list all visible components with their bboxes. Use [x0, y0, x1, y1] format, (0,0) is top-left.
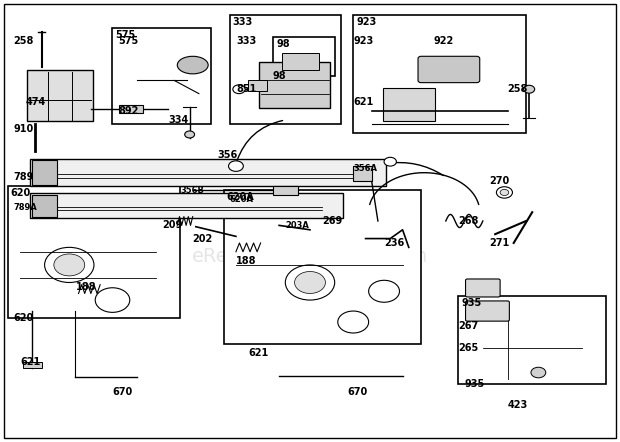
Circle shape — [45, 248, 94, 282]
Text: 188: 188 — [236, 255, 257, 266]
Text: 268: 268 — [458, 216, 479, 226]
Text: 356B: 356B — [180, 186, 204, 195]
Text: 356: 356 — [218, 150, 237, 160]
Text: 423: 423 — [508, 400, 528, 411]
Text: 670: 670 — [112, 387, 133, 397]
Bar — [23, 362, 42, 368]
Text: 575: 575 — [118, 36, 139, 46]
FancyBboxPatch shape — [466, 301, 510, 321]
Text: 910: 910 — [14, 124, 34, 134]
Text: 269: 269 — [322, 216, 343, 226]
Text: 265: 265 — [458, 343, 479, 353]
Bar — [32, 160, 57, 185]
Text: 236: 236 — [384, 238, 404, 248]
Text: 270: 270 — [489, 176, 509, 187]
Text: 923: 923 — [356, 17, 376, 27]
Text: 188: 188 — [76, 282, 96, 292]
Bar — [282, 53, 319, 70]
Text: 98: 98 — [273, 71, 286, 81]
FancyBboxPatch shape — [418, 56, 480, 83]
Circle shape — [294, 271, 326, 293]
Circle shape — [95, 288, 130, 312]
Text: 271: 271 — [489, 238, 509, 248]
Text: 892: 892 — [118, 106, 139, 116]
Circle shape — [185, 131, 195, 138]
Circle shape — [233, 85, 245, 94]
FancyBboxPatch shape — [464, 302, 600, 381]
Text: 621: 621 — [20, 357, 40, 366]
Circle shape — [369, 280, 399, 302]
FancyBboxPatch shape — [12, 189, 170, 315]
Text: 333: 333 — [236, 36, 256, 46]
Bar — [118, 105, 143, 114]
Bar — [112, 28, 211, 124]
Text: 789: 789 — [14, 172, 34, 182]
Text: 789A: 789A — [14, 203, 37, 212]
Circle shape — [523, 85, 534, 93]
FancyBboxPatch shape — [30, 159, 386, 186]
Text: 923: 923 — [353, 36, 373, 46]
Text: 209: 209 — [162, 221, 182, 230]
FancyBboxPatch shape — [30, 193, 343, 218]
Text: 621: 621 — [353, 97, 373, 107]
Circle shape — [285, 265, 335, 300]
Bar — [273, 186, 298, 194]
Bar — [7, 186, 180, 318]
Text: 267: 267 — [458, 321, 479, 332]
Text: 620A: 620A — [227, 192, 254, 202]
FancyBboxPatch shape — [228, 204, 417, 343]
Text: 935: 935 — [464, 378, 485, 389]
Text: 670: 670 — [347, 387, 367, 397]
Text: 621: 621 — [248, 348, 268, 358]
Text: 575: 575 — [115, 30, 136, 40]
Bar — [230, 15, 341, 124]
Text: 474: 474 — [26, 97, 46, 107]
Ellipse shape — [177, 56, 208, 74]
Bar — [458, 296, 606, 384]
Text: 620: 620 — [11, 188, 31, 198]
Circle shape — [338, 311, 369, 333]
Bar — [353, 15, 526, 133]
Text: 203A: 203A — [285, 221, 309, 230]
Circle shape — [384, 157, 396, 166]
FancyBboxPatch shape — [27, 70, 93, 121]
Circle shape — [500, 189, 509, 195]
Bar — [273, 37, 335, 76]
Text: eReplacementParts.com: eReplacementParts.com — [192, 247, 428, 266]
Text: 258: 258 — [14, 36, 34, 46]
Text: 620: 620 — [14, 312, 34, 323]
Text: 851: 851 — [236, 84, 256, 94]
Text: 258: 258 — [508, 84, 528, 94]
FancyBboxPatch shape — [383, 88, 435, 121]
Circle shape — [54, 254, 85, 276]
Bar — [224, 190, 421, 344]
Text: 98: 98 — [276, 39, 290, 49]
Text: 620A: 620A — [230, 194, 254, 203]
Text: 202: 202 — [193, 233, 213, 244]
Circle shape — [229, 161, 243, 171]
FancyBboxPatch shape — [466, 279, 500, 297]
Bar — [248, 80, 267, 91]
Text: 333: 333 — [233, 17, 253, 27]
Text: 356A: 356A — [353, 164, 377, 173]
Text: 922: 922 — [433, 36, 454, 46]
Circle shape — [531, 367, 546, 378]
Text: 935: 935 — [461, 298, 482, 308]
Bar — [353, 166, 372, 182]
Bar — [32, 194, 57, 217]
Circle shape — [497, 187, 513, 198]
Text: 334: 334 — [168, 115, 188, 125]
FancyBboxPatch shape — [259, 61, 330, 108]
